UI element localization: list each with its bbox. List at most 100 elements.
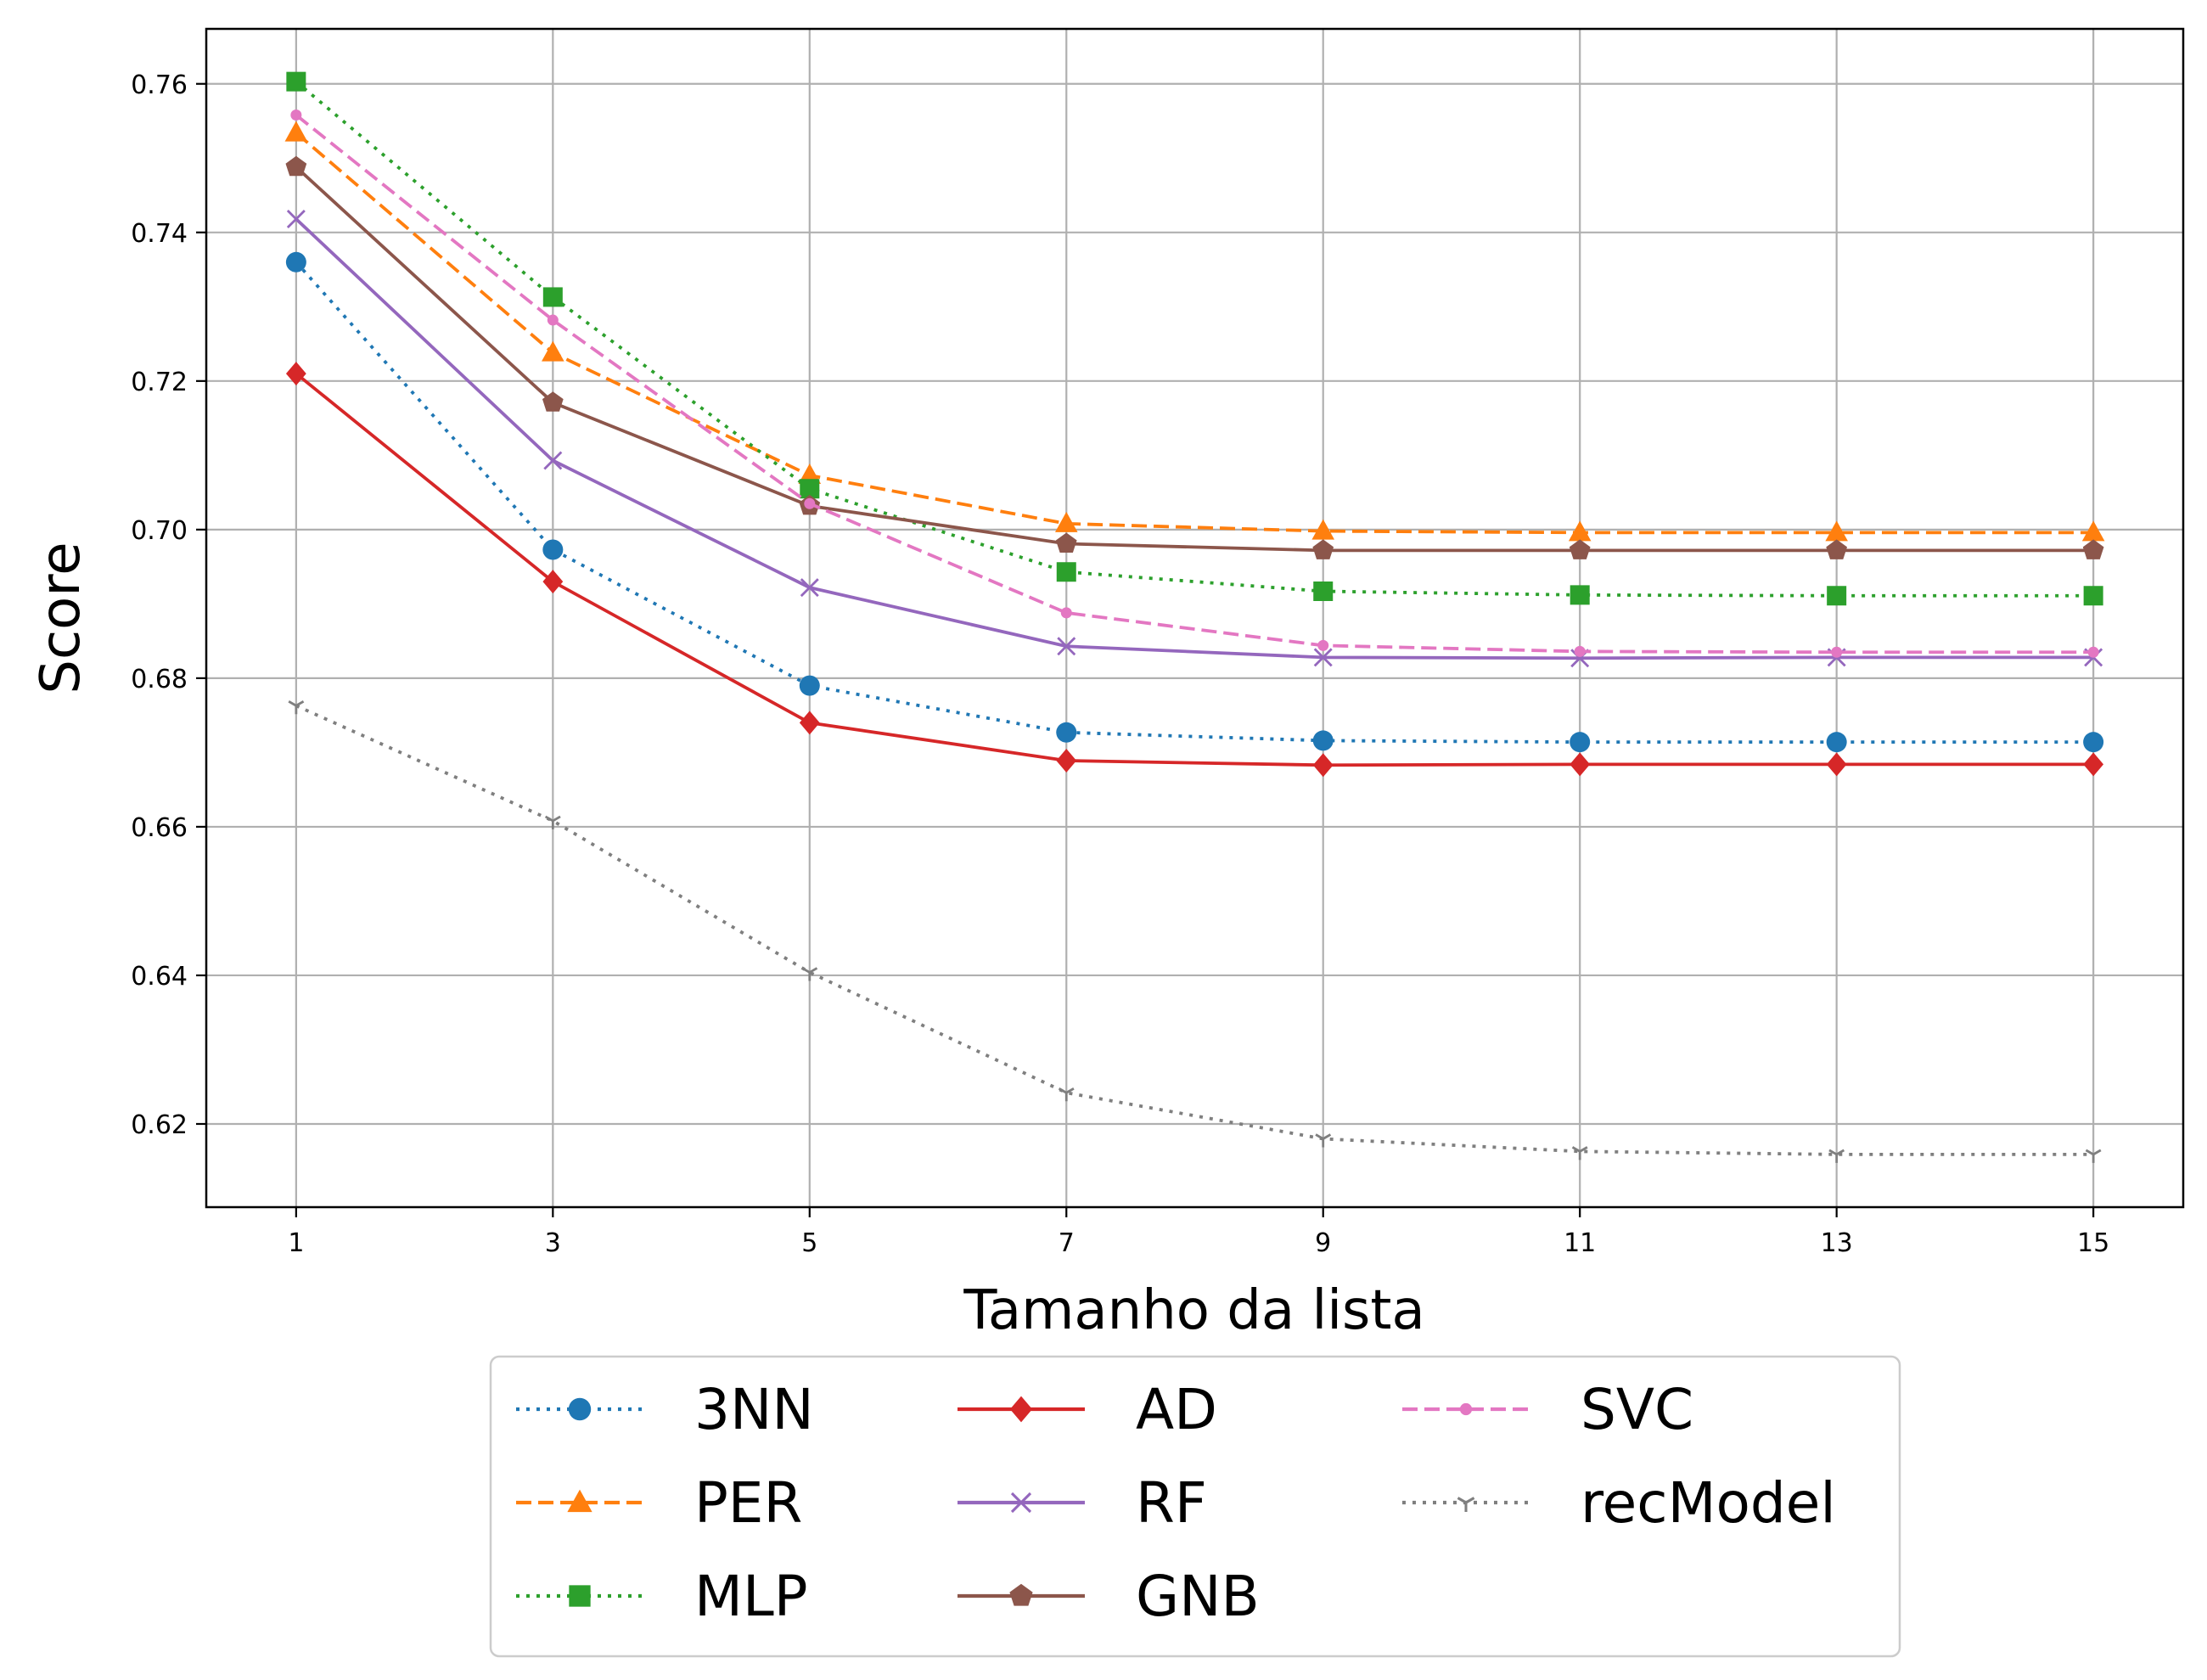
data-point bbox=[1574, 645, 1586, 657]
legend-label: MLP bbox=[694, 1564, 808, 1629]
data-point bbox=[799, 675, 820, 696]
legend-entry-AD: AD bbox=[957, 1377, 1217, 1442]
y-axis-label: Score bbox=[30, 542, 93, 694]
data-point bbox=[1054, 511, 1078, 532]
data-point bbox=[2083, 752, 2104, 777]
legend-entry-recModel: recModel bbox=[1402, 1470, 1836, 1536]
data-point bbox=[288, 700, 305, 715]
data-point bbox=[1057, 637, 1076, 656]
series-line-recModel bbox=[295, 704, 2094, 1156]
data-point bbox=[2082, 539, 2104, 559]
y-tick-label: 0.74 bbox=[131, 219, 188, 249]
legend-entry-RF: RF bbox=[957, 1470, 1207, 1536]
data-point bbox=[1825, 520, 1848, 542]
data-point bbox=[2087, 646, 2099, 658]
legend: 3NN PER MLP AD RF GNB SVC recModel bbox=[489, 1355, 1901, 1658]
data-point bbox=[2083, 586, 2103, 606]
legend-label: AD bbox=[1136, 1377, 1217, 1442]
y-tick-label: 0.66 bbox=[131, 813, 188, 843]
data-point bbox=[2083, 732, 2104, 753]
series-MLP bbox=[286, 71, 2103, 606]
series-line-PER bbox=[295, 132, 2094, 535]
data-point bbox=[1315, 1133, 1332, 1148]
data-point bbox=[285, 362, 306, 386]
data-point bbox=[800, 578, 819, 598]
legend-marker bbox=[1009, 1396, 1033, 1423]
axis-ticks: 1 3 5 7 9 11 13 150.620.640.660.680.700.720.740… bbox=[131, 70, 2109, 1258]
data-point bbox=[286, 210, 306, 229]
legend-marker bbox=[1457, 1497, 1475, 1512]
data-point bbox=[1571, 1146, 1588, 1160]
data-point bbox=[1058, 1087, 1075, 1102]
data-point bbox=[1828, 1149, 1845, 1163]
legend-label: GNB bbox=[1136, 1564, 1260, 1629]
y-tick-label: 0.70 bbox=[131, 516, 188, 546]
y-tick-label: 0.76 bbox=[131, 70, 188, 100]
legend-entry-GNB: GNB bbox=[957, 1564, 1260, 1629]
data-point bbox=[1312, 539, 1334, 559]
data-point bbox=[286, 71, 306, 92]
data-point bbox=[547, 314, 559, 326]
data-point bbox=[542, 391, 564, 412]
data-point bbox=[290, 110, 302, 121]
data-point bbox=[285, 155, 307, 177]
legend-entry-PER: PER bbox=[516, 1470, 802, 1536]
data-point bbox=[542, 539, 564, 560]
data-point bbox=[544, 815, 561, 829]
x-tick-label: 15 bbox=[2077, 1228, 2109, 1258]
data-point bbox=[1056, 749, 1077, 773]
series-line-GNB bbox=[295, 166, 2094, 553]
y-tick-label: 0.62 bbox=[131, 1110, 188, 1140]
data-point bbox=[804, 497, 816, 509]
data-point bbox=[1312, 753, 1334, 778]
data-point bbox=[1317, 639, 1329, 651]
data-point bbox=[542, 340, 564, 362]
data-point bbox=[1826, 732, 1847, 753]
y-tick-label: 0.72 bbox=[131, 368, 188, 397]
legend-marker bbox=[568, 1397, 592, 1421]
data-point bbox=[800, 479, 820, 499]
legend-label: recModel bbox=[1581, 1470, 1836, 1536]
series-recModel bbox=[288, 700, 2102, 1163]
legend-frame bbox=[489, 1355, 1901, 1658]
legend-entry-SVC: SVC bbox=[1402, 1377, 1693, 1442]
data-point bbox=[1568, 520, 1592, 542]
legend-marker bbox=[1459, 1402, 1473, 1416]
series-line-SVC bbox=[295, 114, 2094, 655]
data-point bbox=[543, 451, 563, 470]
data-point bbox=[1570, 585, 1590, 605]
series-line-AD bbox=[295, 372, 2094, 767]
x-tick-label: 5 bbox=[801, 1228, 817, 1258]
data-point bbox=[1313, 648, 1333, 667]
data-point bbox=[1826, 752, 1847, 777]
data-point bbox=[801, 967, 818, 981]
series-line-3NN bbox=[295, 261, 2094, 744]
data-point bbox=[542, 570, 564, 594]
series-PER bbox=[284, 121, 2105, 542]
series-SVC bbox=[290, 110, 2099, 658]
data-point bbox=[1570, 732, 1591, 753]
x-tick-label: 7 bbox=[1059, 1228, 1075, 1258]
data-point bbox=[1056, 722, 1077, 743]
legend-marker bbox=[569, 1585, 591, 1607]
x-tick-label: 3 bbox=[545, 1228, 561, 1258]
legend-marker bbox=[567, 1489, 592, 1513]
data-point bbox=[1569, 539, 1591, 559]
data-point bbox=[2081, 520, 2105, 542]
data-point bbox=[1827, 586, 1847, 606]
legend-label: SVC bbox=[1581, 1377, 1693, 1442]
data-point bbox=[1056, 562, 1076, 582]
grid-lines bbox=[206, 29, 2183, 1207]
x-tick-label: 11 bbox=[1564, 1228, 1596, 1258]
series-AD bbox=[285, 362, 2104, 778]
data-point bbox=[1060, 607, 1072, 619]
data-point bbox=[2085, 1149, 2102, 1163]
legend-marker bbox=[1009, 1583, 1033, 1606]
data-point bbox=[1311, 519, 1335, 540]
x-tick-label: 1 bbox=[288, 1228, 304, 1258]
data-point bbox=[799, 711, 820, 735]
data-point bbox=[1313, 581, 1334, 601]
data-point bbox=[1055, 532, 1077, 553]
data-point bbox=[798, 463, 822, 485]
